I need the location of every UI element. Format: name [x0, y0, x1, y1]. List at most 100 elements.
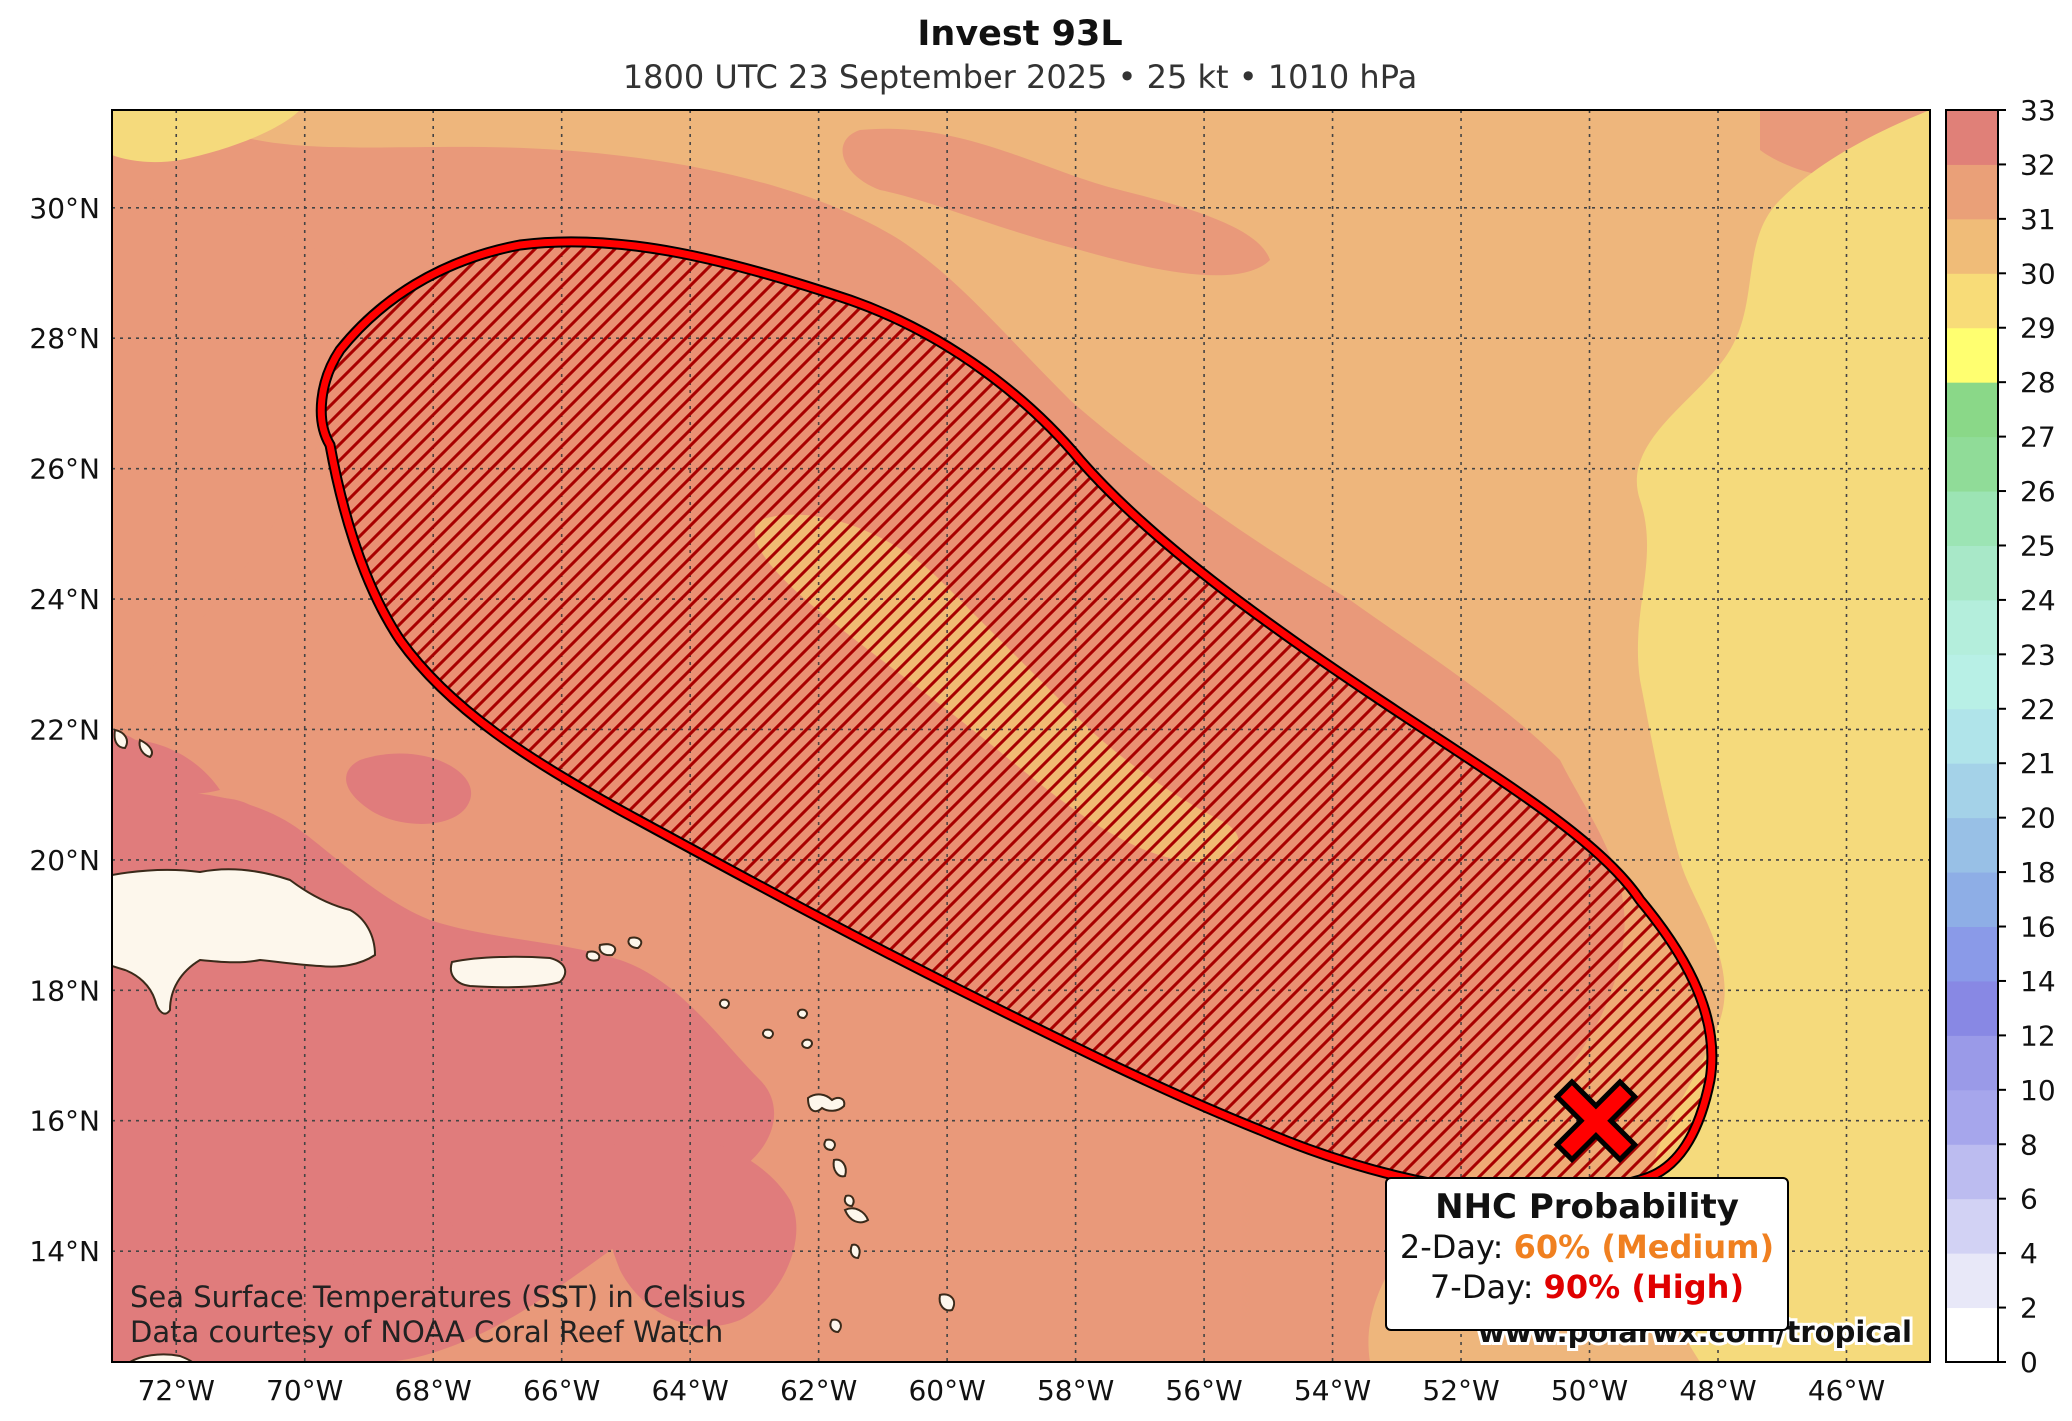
colorbar-tick-label: 22: [2020, 693, 2056, 726]
colorbar-tick-label: 0: [2020, 1346, 2038, 1379]
colorbar-tick-label: 26: [2020, 475, 2056, 508]
island-chain: [796, 1008, 808, 1020]
latitude-tick-label: 18°N: [29, 974, 100, 1007]
colorbar-segment: [1946, 817, 1998, 873]
colorbar-segment: [1946, 164, 1998, 220]
latitude-tick-label: 16°N: [29, 1105, 100, 1138]
colorbar-tick-label: 31: [2020, 203, 2056, 236]
bahamas-island: [113, 728, 128, 750]
island-chain: [761, 1028, 774, 1040]
x-marker-icon: [1553, 1078, 1639, 1164]
colorbar-tick-label: 28: [2020, 366, 2056, 399]
island-chain: [585, 950, 601, 962]
colorbar-tick-label: 4: [2020, 1237, 2038, 1270]
colorbar-segment: [1946, 1089, 1998, 1145]
martinique-land: [832, 1158, 847, 1178]
two-day-label: 2-Day:: [1399, 1228, 1504, 1266]
legend-title: NHC Probability: [1435, 1187, 1739, 1227]
puerto-rico-land: [450, 955, 567, 989]
colorbar-segment: [1946, 1307, 1998, 1363]
colorbar-segment: [1946, 382, 1998, 438]
colorbar-segment: [1946, 273, 1998, 329]
colorbar-segment: [1946, 1253, 1998, 1309]
map-title: Invest 93L: [917, 14, 1123, 54]
longitude-tick-label: 46°W: [1808, 1374, 1885, 1407]
seven-day-row: 7-Day: 90% (High): [1387, 1267, 1787, 1307]
longitude-tick-labels: 72°W 70°W 68°W 66°W 64°W 62°W 60°W 58°W 56°W 54°W…: [138, 1374, 1886, 1407]
island-chain: [829, 1318, 842, 1334]
two-day-row: 2-Day: 60% (Medium): [1387, 1227, 1787, 1267]
colorbar-segment: [1946, 1198, 1998, 1254]
latitude-tick-labels: 14°N 16°N 18°N 20°N 22°N 24°N 26°N 28°N 30°N: [29, 192, 100, 1268]
two-day-value: 60% (Medium): [1513, 1228, 1775, 1266]
colorbar-segment: [1946, 926, 1998, 982]
longitude-tick-label: 52°W: [1422, 1374, 1499, 1407]
bahamas-island: [138, 738, 153, 759]
longitude-tick-label: 72°W: [138, 1374, 215, 1407]
latitude-tick-label: 24°N: [29, 583, 100, 616]
colorbar-segment: [1946, 872, 1998, 928]
colorbar-tick-label: 6: [2020, 1183, 2038, 1216]
colorbar-tick-label: 24: [2020, 584, 2056, 617]
colorbar-segment: [1946, 491, 1998, 546]
latitude-tick-label: 26°N: [29, 453, 100, 486]
seven-day-value: 90% (High): [1543, 1268, 1745, 1306]
island-chain: [627, 936, 643, 950]
colorbar-segment: [1946, 980, 1998, 1036]
sst-credit-line: Sea Surface Temperatures (SST) in Celsiu…: [130, 1280, 746, 1314]
colorbar-frame: [1945, 109, 1999, 1363]
island-chain: [801, 1038, 813, 1050]
plot-frame: [111, 109, 1931, 1363]
colorbar-tick-label: 29: [2020, 312, 2056, 345]
hispaniola-land: [112, 868, 377, 1015]
colorbar-segment: [1946, 110, 1998, 165]
longitude-tick-label: 54°W: [1294, 1374, 1371, 1407]
island-chain: [849, 1243, 861, 1260]
colorbar-tick-label: 21: [2020, 747, 2056, 780]
island-chain: [718, 998, 730, 1010]
barbados-land: [843, 1207, 870, 1224]
nhc-probability-legend: NHC Probability 2-Day: 60% (Medium) 7-Da…: [1385, 1177, 1789, 1331]
longitude-tick-label: 56°W: [1165, 1374, 1242, 1407]
seven-day-label: 7-Day:: [1429, 1268, 1534, 1306]
longitude-tick-label: 66°W: [523, 1374, 600, 1407]
colorbar-segment: [1946, 1035, 1998, 1091]
longitude-tick-label: 68°W: [395, 1374, 472, 1407]
colorbar-tick-label: 33: [2020, 94, 2056, 127]
colorbar-tick-label: 10: [2020, 1074, 2056, 1107]
longitude-tick-label: 50°W: [1551, 1374, 1628, 1407]
colorbar-segment: [1946, 327, 1998, 383]
colorbar-tick-label: 27: [2020, 421, 2056, 454]
land-masses: [112, 728, 956, 1362]
colorbar-segment: [1946, 654, 1998, 710]
colorbar-tick-label: 25: [2020, 529, 2056, 562]
island-chain: [823, 1138, 836, 1152]
colorbar-tick-label: 30: [2020, 257, 2056, 290]
x-marker-fill: [1560, 1085, 1632, 1157]
latitude-tick-label: 14°N: [29, 1235, 100, 1268]
longitude-tick-label: 58°W: [1037, 1374, 1114, 1407]
st-lucia-land: [843, 1194, 855, 1208]
trinidad-land: [938, 1293, 956, 1312]
colorbar-tick-label: 18: [2020, 856, 2056, 889]
colorbar-segment: [1946, 545, 1998, 601]
longitude-tick-label: 64°W: [651, 1374, 728, 1407]
island-chain: [598, 943, 617, 957]
latitude-tick-label: 30°N: [29, 192, 100, 225]
colorbar-tick-label: 16: [2020, 911, 2056, 944]
colorbar-segment: [1946, 763, 1998, 819]
colorbar-tick-label: 8: [2020, 1128, 2038, 1161]
latitude-tick-label: 28°N: [29, 322, 100, 355]
sst-colorbar: 0246810121416182021222324252627282930313…: [1945, 94, 2056, 1379]
nhc-outlook-area: [315, 236, 1718, 1201]
latitude-tick-label: 20°N: [29, 844, 100, 877]
longitude-tick-label: 70°W: [266, 1374, 343, 1407]
colorbar-tick-label: 2: [2020, 1292, 2038, 1325]
latitude-tick-label: 22°N: [29, 713, 100, 746]
map-subtitle: 1800 UTC 23 September 2025 • 25 kt • 101…: [622, 58, 1418, 96]
data-source-line: Data courtesy of NOAA Coral Reef Watch: [130, 1315, 723, 1349]
colorbar-segment: [1946, 708, 1998, 764]
colorbar-tick-label: 23: [2020, 638, 2056, 671]
colorbar-segment: [1946, 218, 1998, 274]
